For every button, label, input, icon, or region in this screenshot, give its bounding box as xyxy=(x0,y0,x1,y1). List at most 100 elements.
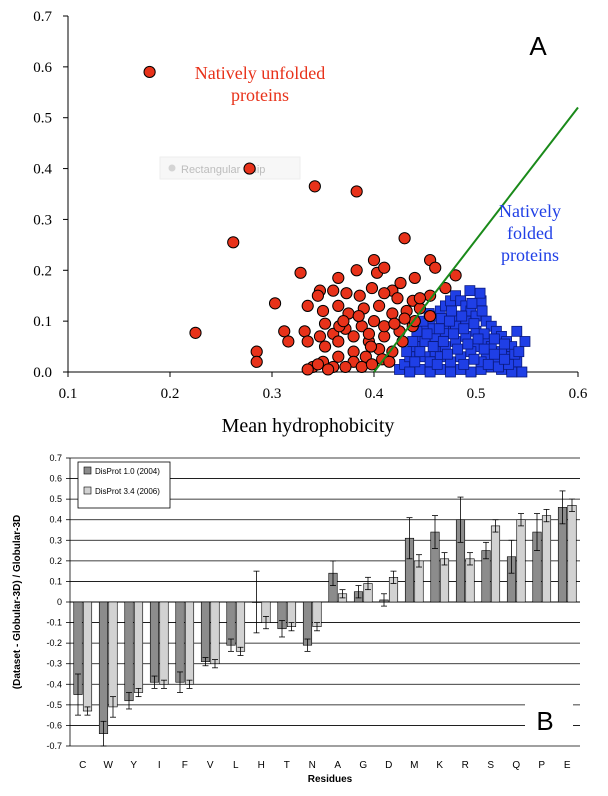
x-tick-label: C xyxy=(79,760,86,771)
unfolded-point xyxy=(332,271,345,285)
unfolded-point xyxy=(189,326,202,339)
unfolded-point xyxy=(391,292,404,305)
unfolded-point xyxy=(332,299,345,312)
x-tick-label: N xyxy=(309,760,316,771)
unfolded-point xyxy=(347,345,360,358)
unfolded-point xyxy=(337,315,350,328)
bar-disprot-3-4 xyxy=(82,601,93,712)
unfolded-point xyxy=(311,289,324,302)
folded-point xyxy=(499,338,510,350)
x-tick-label: Q xyxy=(512,760,520,771)
folded-point xyxy=(513,346,525,358)
folded-label-line3: proteins xyxy=(501,245,559,265)
unfolded-point xyxy=(378,330,391,343)
unfolded-point xyxy=(332,335,345,348)
unfolded-point xyxy=(378,320,391,333)
unfolded-point xyxy=(367,315,381,328)
unfolded-point xyxy=(388,317,401,330)
bar-chart-b: 0.7 0.6 0.5 0.4 0.3 0.2 0.1 0 -0.1 -0.2 -0.3 -0.4 -0… xyxy=(12,453,580,785)
panel-label-a: A xyxy=(529,31,547,61)
unfolded-point xyxy=(398,312,411,325)
unfolded-point xyxy=(308,180,321,193)
y-tick-label: 0.4 xyxy=(33,162,52,178)
watermark-box xyxy=(159,156,301,180)
bar-disprot-1-0 xyxy=(124,601,134,702)
unfolded-point xyxy=(327,284,340,297)
unfolded-point xyxy=(227,236,240,249)
unfolded-point xyxy=(373,299,386,312)
unfolded-label-line1: Natively unfolded xyxy=(195,63,325,83)
folded-point xyxy=(452,343,464,355)
unfolded-point xyxy=(294,266,307,279)
legend-swatch-dark xyxy=(83,466,92,475)
folded-point xyxy=(442,348,453,360)
x-tick-label: 0.6 xyxy=(569,386,588,402)
unfolded-point xyxy=(318,317,332,330)
x-tick-label: P xyxy=(538,760,545,771)
unfolded-point xyxy=(282,335,295,348)
unfolded-point xyxy=(365,281,379,295)
bar-disprot-3-4 xyxy=(184,601,195,685)
x-tick-label: Y xyxy=(130,760,137,771)
unfolded-point xyxy=(243,162,256,175)
unfolded-point xyxy=(322,363,335,376)
unfolded-point xyxy=(408,271,421,285)
y-tick-label: 0.7 xyxy=(33,9,52,25)
folded-point xyxy=(468,318,480,330)
y-tick-label: 0.2 xyxy=(49,556,62,566)
unfolded-point xyxy=(250,345,263,358)
folded-point xyxy=(401,346,413,358)
bar-disprot-1-0 xyxy=(98,601,109,734)
folded-point xyxy=(448,328,459,340)
x-tick-label: T xyxy=(284,760,290,771)
folded-point xyxy=(478,343,490,355)
legend-swatch-light xyxy=(83,486,92,495)
x-axis-label: Residues xyxy=(308,774,353,785)
unfolded-point xyxy=(143,65,156,79)
y-tick-label: 0.4 xyxy=(49,515,62,525)
bar-disprot-3-4 xyxy=(541,515,552,603)
bar-disprot-3-4 xyxy=(567,505,577,603)
unfolded-point xyxy=(449,269,462,282)
unfolded-point xyxy=(362,327,375,340)
unfolded-point xyxy=(301,363,314,376)
legend-label: DisProt 3.4 (2006) xyxy=(95,487,160,496)
folded-point xyxy=(421,328,433,340)
y-tick-label: 0.6 xyxy=(49,474,62,484)
bar-disprot-3-4 xyxy=(516,519,526,603)
y-tick-label: 0.5 xyxy=(33,111,52,127)
y-tick-label: 0.7 xyxy=(49,453,62,463)
y-tick-label: 0.6 xyxy=(33,60,52,76)
folded-point xyxy=(407,336,419,347)
folded-point xyxy=(458,358,470,370)
y-tick-label: -0.3 xyxy=(46,659,62,669)
y-tick-label: 0.1 xyxy=(33,314,52,330)
x-axis-label: Mean hydrophobicity xyxy=(222,415,395,437)
x-tick-label: H xyxy=(258,760,265,771)
bar-disprot-1-0 xyxy=(200,601,211,662)
y-tick-label: -0.1 xyxy=(46,618,62,628)
watermark-icon xyxy=(168,164,176,172)
unfolded-point xyxy=(278,325,291,338)
folded-point xyxy=(462,338,474,350)
x-tick-label: G xyxy=(359,760,367,771)
x-tick-label: A xyxy=(334,760,341,771)
unfolded-point xyxy=(347,330,360,343)
folded-point xyxy=(427,341,439,352)
unfolded-point xyxy=(339,360,352,374)
folded-point xyxy=(474,287,486,299)
x-tick-label: 0.5 xyxy=(467,386,486,402)
unfolded-point xyxy=(316,304,330,318)
x-tick-label: R xyxy=(462,760,469,771)
unfolded-point xyxy=(383,355,396,368)
y-tick-label: -0.4 xyxy=(46,679,62,689)
unfolded-point xyxy=(386,307,399,320)
folded-point xyxy=(445,366,456,378)
unfolded-point xyxy=(355,360,368,374)
unfolded-point xyxy=(365,358,379,371)
folded-point xyxy=(499,353,510,365)
bar-disprot-3-4 xyxy=(108,601,118,708)
x-tick-label: 0.3 xyxy=(263,386,282,402)
y-tick-label: -0.7 xyxy=(46,741,62,751)
folded-label-line2: folded xyxy=(507,223,553,243)
